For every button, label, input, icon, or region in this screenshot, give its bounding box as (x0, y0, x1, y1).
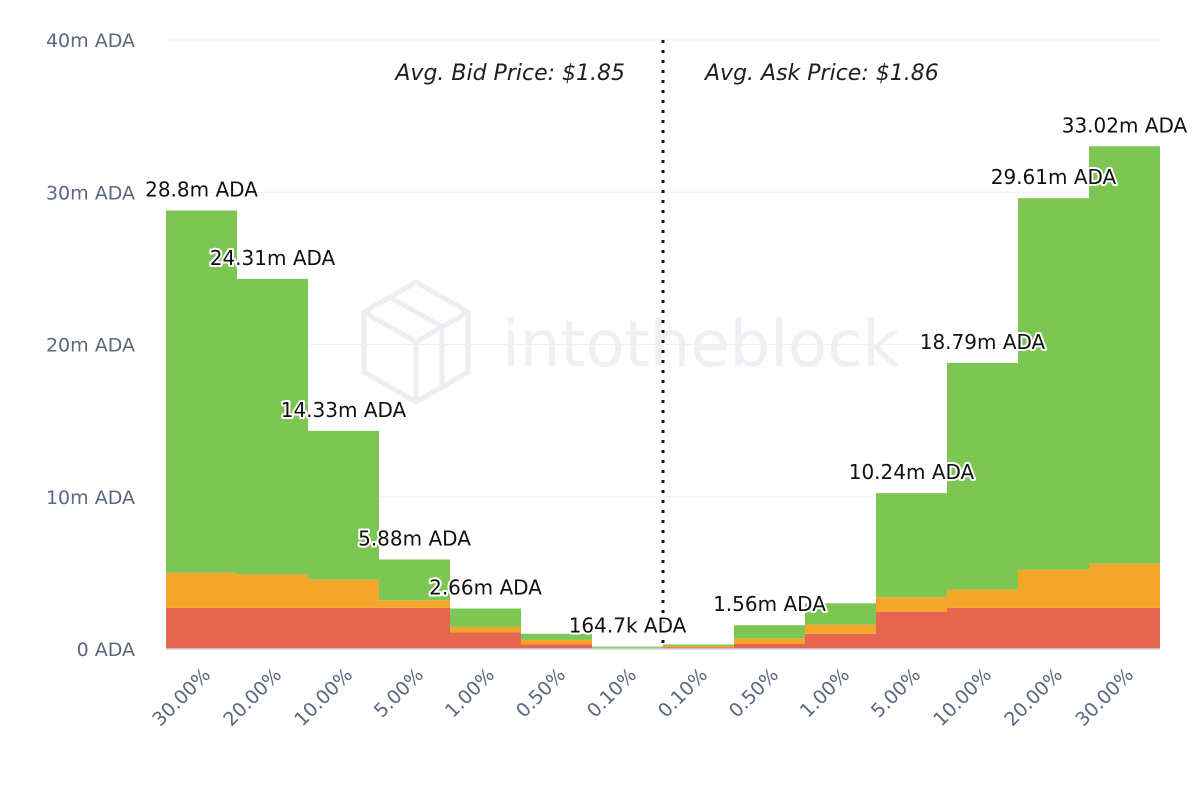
bar-segment (1089, 146, 1160, 564)
x-tick-label: 1.00% (441, 664, 499, 722)
bar-segment (663, 644, 734, 646)
bar-segment (805, 603, 876, 625)
x-tick-label: 5.00% (370, 664, 428, 722)
x-tick-label: 0.50% (725, 664, 783, 722)
x-tick-label: 30.00% (148, 664, 215, 731)
data-labels: 28.8m ADA 24.31m ADA 14.33m ADA 5.88m ADA 2.… (143, 111, 1189, 639)
data-label: 18.79m ADA (920, 330, 1046, 354)
bar-segment (166, 607, 237, 649)
bar-segment (308, 430, 379, 580)
y-tick-label: 40m ADA (46, 30, 135, 52)
y-tick-label: 30m ADA (46, 182, 135, 204)
avg-ask-price-label: Avg. Ask Price: $1.86 (703, 61, 939, 86)
avg-bid-price-label: Avg. Bid Price: $1.85 (393, 61, 625, 86)
x-tick-label: 20.00% (1000, 664, 1067, 731)
bars (166, 146, 1160, 649)
data-label: 33.02m ADA (1062, 113, 1188, 137)
bar-segment (876, 611, 947, 649)
bar-segment (947, 362, 1018, 590)
data-label: 1.56m ADA (713, 592, 826, 616)
bar-segment (308, 607, 379, 649)
y-axis: 0 ADA 10m ADA 20m ADA 30m ADA 40m ADA (46, 30, 135, 661)
bar-segment (1018, 569, 1089, 608)
data-label: 164.7k ADA (569, 614, 687, 638)
bar-segment (450, 626, 521, 633)
bar-segment (734, 625, 805, 639)
bar-segment (379, 600, 450, 608)
bar-segment (379, 559, 450, 601)
x-tick-label: 10.00% (290, 664, 357, 731)
x-tick-label: 10.00% (929, 664, 996, 731)
bar-segment (166, 572, 237, 608)
bar-segment (876, 493, 947, 598)
data-label: 2.66m ADA (429, 576, 542, 600)
x-tick-label: 0.50% (512, 664, 570, 722)
bar-segment (1018, 607, 1089, 649)
data-label: 5.88m ADA (358, 526, 471, 550)
x-tick-label: 20.00% (219, 664, 286, 731)
bar-segment (663, 645, 734, 648)
bar-segment (450, 632, 521, 649)
y-tick-label: 0 ADA (77, 639, 135, 661)
bar-segment (734, 638, 805, 644)
x-axis: 30.00% 20.00% 10.00% 5.00% 1.00% 0.50% 0.10% 0.… (148, 664, 1138, 731)
bar-segment (521, 639, 592, 645)
data-label: 29.61m ADA (991, 165, 1117, 189)
bar-segment (1089, 563, 1160, 608)
bar-segment (166, 210, 237, 573)
bar-segment (947, 589, 1018, 608)
bar-segment (237, 278, 308, 575)
watermark-logo-icon (361, 279, 471, 405)
bar-segment (876, 597, 947, 612)
bar-segment (734, 643, 805, 649)
bar-segment (521, 644, 592, 649)
data-label: 14.33m ADA (281, 398, 407, 422)
bar-segment (237, 574, 308, 608)
bar-segment (1089, 607, 1160, 649)
bar-segment (592, 646, 663, 648)
bar-segment (521, 633, 592, 640)
bar-segment (237, 607, 308, 649)
bar-segment (1018, 198, 1089, 570)
bar-segment (947, 607, 1018, 649)
bar-segment (805, 633, 876, 649)
data-label: 10.24m ADA (849, 460, 975, 484)
x-tick-label: 0.10% (654, 664, 712, 722)
bar-segment (450, 608, 521, 627)
bar-segment (379, 607, 450, 649)
watermark: intotheblock (361, 279, 899, 405)
data-label: 24.31m ADA (210, 246, 336, 270)
x-tick-label: 0.10% (583, 664, 641, 722)
x-tick-label: 1.00% (796, 664, 854, 722)
y-tick-label: 20m ADA (46, 335, 135, 357)
bar-segment (805, 624, 876, 634)
x-tick-label: 5.00% (867, 664, 925, 722)
data-label: 28.8m ADA (145, 178, 258, 202)
y-tick-label: 10m ADA (46, 487, 135, 509)
bar-segment (663, 647, 734, 649)
x-tick-label: 30.00% (1071, 664, 1138, 731)
bar-segment (308, 579, 379, 608)
